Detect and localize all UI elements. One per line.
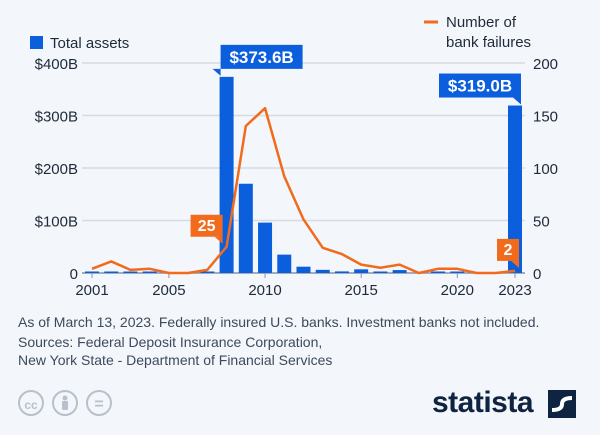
right-tick-label: 50 <box>533 214 550 231</box>
failures-line <box>91 106 516 275</box>
annotation-box <box>190 214 223 237</box>
left-tick-label: 0 <box>70 266 78 283</box>
bar-2014 <box>334 271 349 273</box>
statista-logo[interactable]: statista <box>432 386 534 419</box>
bar-2013 <box>315 269 330 273</box>
bar-2017 <box>392 270 407 273</box>
chart: 0 $100B $200B $300B $400B 0 50 100 150 200 2001 200… <box>30 14 558 299</box>
bar-2011 <box>277 254 292 273</box>
bar-2020 <box>450 271 465 273</box>
x-tick-label: 2020 <box>441 282 474 299</box>
left-tick-label: $300B <box>35 109 78 126</box>
annotation-pointer <box>212 68 221 76</box>
legend-label-failures-2: bank failures <box>446 34 531 51</box>
legend-label-assets: Total assets <box>50 35 129 52</box>
bar-2004 <box>142 271 157 273</box>
right-tick-label: 200 <box>533 56 558 73</box>
right-tick-label: 0 <box>533 266 541 283</box>
bar-2007 <box>200 271 215 273</box>
statista-logo-mark <box>548 390 576 418</box>
sources-text: Sources: Federal Deposit Insurance Corpo… <box>18 334 323 350</box>
left-tick-label: $400B <box>35 56 78 73</box>
legend-label-failures: Number of <box>446 14 517 31</box>
annotation-box <box>220 44 303 69</box>
right-tick-label: 100 <box>533 161 558 178</box>
bar-2003 <box>123 271 138 273</box>
person-icon[interactable] <box>52 390 78 416</box>
bar-2001 <box>85 271 99 273</box>
annotation-label: $373.6B <box>229 48 293 67</box>
annotation-pointer <box>511 260 519 268</box>
left-tick-label: $100B <box>35 214 78 231</box>
annotation-box <box>439 73 521 98</box>
annotation-label: $319.0B <box>448 77 512 96</box>
note-text: As of March 13, 2023. Federally insured … <box>18 314 540 330</box>
bar-2002 <box>104 271 119 273</box>
annotation-label: 25 <box>198 218 216 235</box>
legend-swatch-assets <box>30 36 43 49</box>
annotation-pointer <box>214 236 223 244</box>
bar-2016 <box>373 271 388 273</box>
bar-2023 <box>508 105 522 274</box>
cc-icon[interactable]: cc <box>18 390 44 416</box>
x-tick-label: 2015 <box>344 282 377 299</box>
annotation-pointer <box>513 97 521 105</box>
right-tick-label: 150 <box>533 109 558 126</box>
bar-2009 <box>238 183 253 273</box>
equals-icon[interactable]: = <box>86 390 112 416</box>
left-tick-label: $200B <box>35 161 78 178</box>
bar-2010 <box>258 222 273 273</box>
sources-text-2: New York State - Department of Financial… <box>18 352 333 368</box>
x-tick-label: 2001 <box>75 282 108 299</box>
bar-2015 <box>354 269 369 273</box>
x-tick-label: 2010 <box>248 282 281 299</box>
bar-2019 <box>431 271 446 273</box>
annotation-box <box>497 238 519 261</box>
x-tick-label: 2005 <box>152 282 185 299</box>
annotation-label: 2 <box>504 242 513 259</box>
x-tick-label: 2023 <box>498 282 531 299</box>
bar-2012 <box>296 266 311 273</box>
